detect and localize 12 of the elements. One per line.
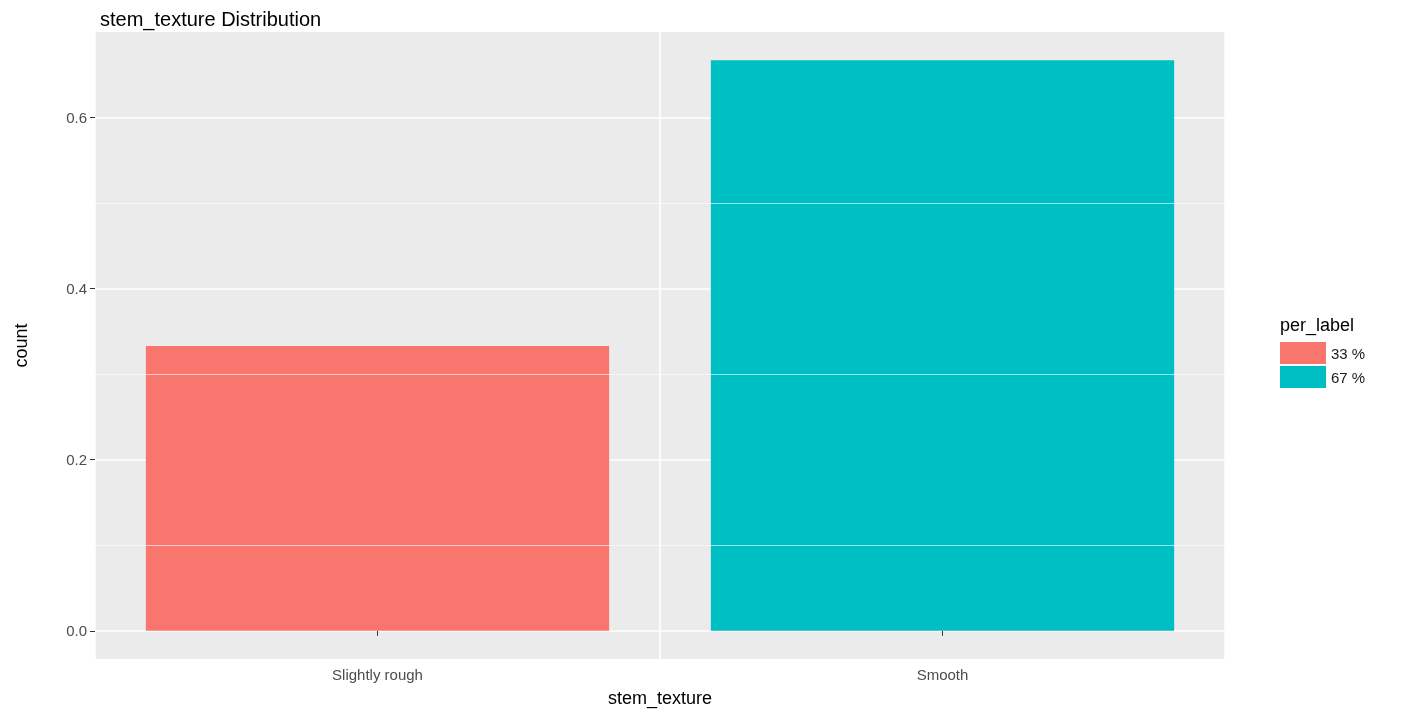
y-tick-label: 0.4 [66, 280, 87, 298]
x-tick-label: Slightly rough [332, 666, 423, 683]
x-tick-label: Smooth [916, 666, 969, 683]
y-tick-label: 0.0 [66, 622, 87, 640]
y-tick-label: 0.6 [66, 109, 87, 127]
legend-title: per_label [1280, 315, 1355, 336]
x-axis-title: stem_texture [607, 688, 713, 709]
legend-label: 33 % [1331, 344, 1366, 362]
y-tick-label: 0.2 [66, 451, 87, 469]
chart-title: stem_texture Distribution [100, 8, 322, 31]
legend-label: 67 % [1331, 368, 1366, 386]
y-axis-title: count [11, 323, 31, 368]
